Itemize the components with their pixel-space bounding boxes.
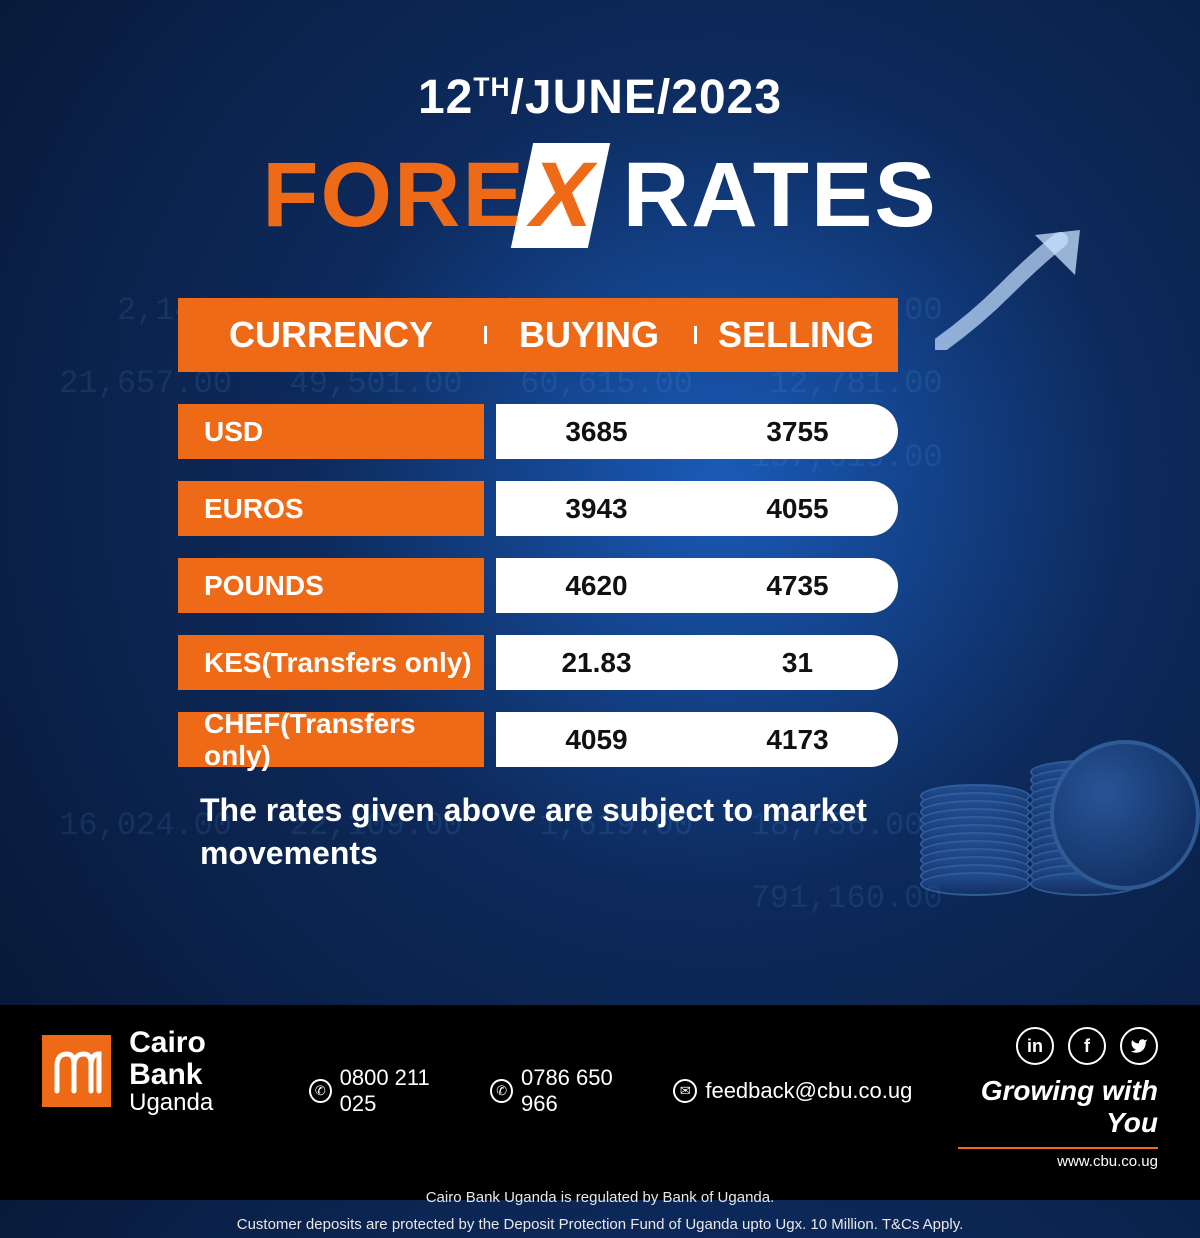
row-values: 39434055	[496, 481, 898, 536]
row-buy: 3685	[496, 404, 697, 459]
social-links: in f	[930, 1027, 1158, 1065]
date-heading: 12TH/JUNE/2023	[0, 70, 1200, 125]
row-sell: 4055	[697, 481, 898, 536]
title-rates: RATES	[595, 144, 938, 246]
linkedin-icon[interactable]: in	[1016, 1027, 1054, 1065]
row-buy: 3943	[496, 481, 697, 536]
row-buy: 4059	[496, 712, 697, 767]
fine-print: Cairo Bank Uganda is regulated by Bank o…	[42, 1184, 1158, 1238]
website: www.cbu.co.ug	[930, 1153, 1158, 1170]
title-fore: FORE	[262, 144, 526, 246]
col-buying: BUYING	[484, 314, 694, 356]
tagline: Growing with You	[930, 1075, 1158, 1139]
row-buy: 21.83	[496, 635, 697, 690]
row-label: USD	[178, 404, 484, 459]
bank-country: Uganda	[129, 1090, 281, 1115]
row-sell: 3755	[697, 404, 898, 459]
date-rest: /JUNE/2023	[511, 71, 783, 124]
logo-block: Cairo Bank Uganda	[42, 1027, 281, 1115]
main-content: 12TH/JUNE/2023 FOREX RATES CURRENCY BUYI…	[0, 0, 1200, 875]
phone2: ✆0786 650 966	[490, 1065, 645, 1117]
email: ✉feedback@cbu.co.ug	[673, 1078, 912, 1104]
rates-table: CURRENCY BUYING SELLING USD36853755EUROS…	[178, 298, 898, 767]
table-row: USD36853755	[178, 404, 898, 459]
col-currency: CURRENCY	[178, 314, 484, 356]
date-ordinal: TH	[473, 72, 510, 102]
row-sell: 31	[697, 635, 898, 690]
date-day: 12	[418, 71, 473, 124]
table-row: CHEF(Transfers only)40594173	[178, 712, 898, 767]
row-label: CHEF(Transfers only)	[178, 712, 484, 767]
page-title: FOREX RATES	[0, 143, 1200, 248]
row-label: POUNDS	[178, 558, 484, 613]
row-sell: 4173	[697, 712, 898, 767]
row-values: 40594173	[496, 712, 898, 767]
row-buy: 4620	[496, 558, 697, 613]
row-values: 46204735	[496, 558, 898, 613]
contacts: ✆0800 211 025 ✆0786 650 966 ✉feedback@cb…	[309, 1065, 912, 1117]
bank-logo-icon	[42, 1035, 111, 1107]
row-sell: 4735	[697, 558, 898, 613]
disclaimer-text: The rates given above are subject to mar…	[200, 789, 970, 875]
row-label: KES(Transfers only)	[178, 635, 484, 690]
row-values: 36853755	[496, 404, 898, 459]
row-label: EUROS	[178, 481, 484, 536]
table-row: POUNDS46204735	[178, 558, 898, 613]
phone1: ✆0800 211 025	[309, 1065, 462, 1117]
facebook-icon[interactable]: f	[1068, 1027, 1106, 1065]
footer: Cairo Bank Uganda ✆0800 211 025 ✆0786 65…	[0, 1005, 1200, 1200]
table-header-row: CURRENCY BUYING SELLING	[178, 298, 898, 372]
phone-icon: ✆	[309, 1079, 331, 1103]
table-row: KES(Transfers only)21.8331	[178, 635, 898, 690]
fine-line-1: Cairo Bank Uganda is regulated by Bank o…	[42, 1184, 1158, 1211]
fine-line-2: Customer deposits are protected by the D…	[42, 1211, 1158, 1238]
phone-icon: ✆	[490, 1079, 512, 1103]
row-values: 21.8331	[496, 635, 898, 690]
col-selling: SELLING	[694, 314, 898, 356]
table-row: EUROS39434055	[178, 481, 898, 536]
twitter-icon[interactable]	[1120, 1027, 1158, 1065]
bank-name: Cairo Bank	[129, 1027, 281, 1090]
email-icon: ✉	[673, 1079, 697, 1103]
tagline-underline	[958, 1147, 1158, 1149]
